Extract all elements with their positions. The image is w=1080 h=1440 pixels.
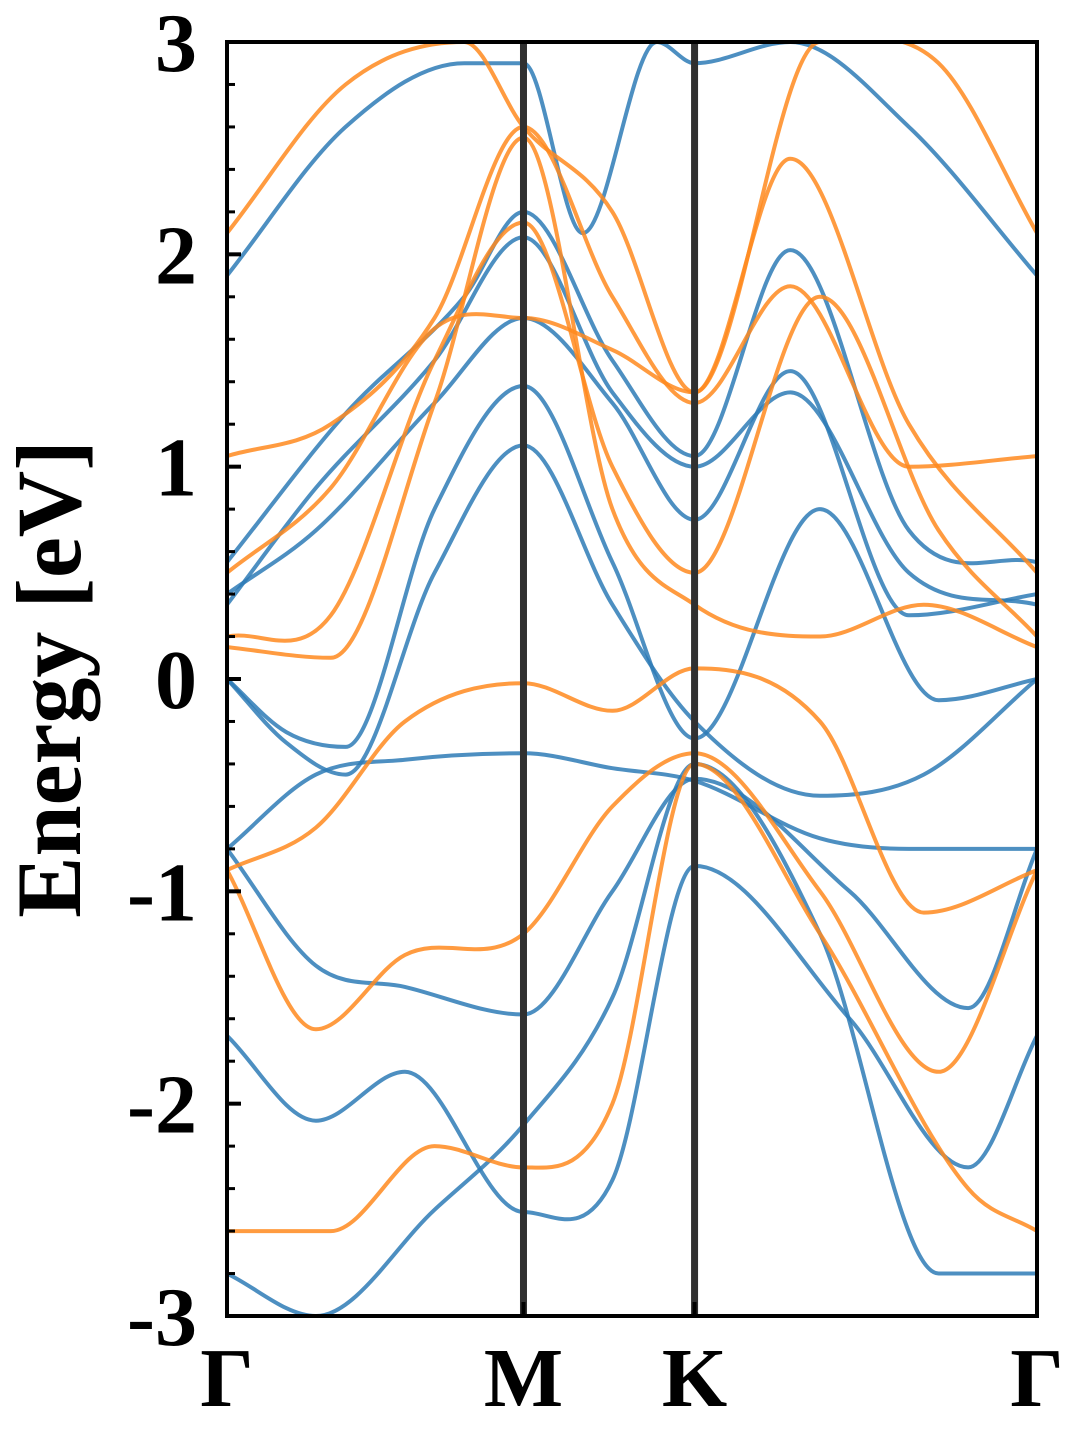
kpoint-label: Γ	[1010, 1332, 1063, 1425]
band-orange-11	[227, 751, 1037, 1074]
band-blue-4	[227, 383, 1037, 749]
y-tick-label: 0	[155, 634, 197, 727]
band-orange-15	[227, 156, 1037, 575]
band-orange-12	[227, 666, 1037, 915]
band-orange-16	[227, 124, 1037, 469]
y-tick-label: -1	[127, 846, 197, 939]
y-tick-label: 2	[155, 209, 197, 302]
band-blue-8	[227, 42, 1037, 277]
y-axis-label: Energy [eV]	[0, 440, 100, 918]
band-blue-7	[227, 209, 1037, 566]
band-blue-1	[227, 776, 1037, 1017]
y-tick-label: -2	[127, 1059, 197, 1152]
band-orange-10	[227, 761, 1037, 1234]
kpoint-label: Γ	[200, 1332, 253, 1425]
band-orange-13	[227, 135, 1037, 660]
y-tick-labels: -3 -2 -1 0 1 2 3	[127, 0, 197, 1364]
kpoint-separators	[519, 42, 699, 1316]
band-blue-9	[227, 761, 1037, 1316]
y-tick-label: 1	[155, 422, 197, 515]
kpoint-label: M	[484, 1332, 563, 1425]
band-blue-2	[227, 751, 1037, 851]
band-blue-3	[227, 443, 1037, 798]
band-orange-14	[227, 220, 1037, 643]
band-blue-5	[227, 315, 1037, 618]
kpoint-label: K	[662, 1332, 727, 1425]
band-blue-0	[227, 863, 1037, 1222]
plot-frame	[225, 40, 1039, 1318]
y-tick-label: 3	[155, 0, 197, 90]
band-lines	[227, 42, 1037, 1316]
band-blue-6	[227, 235, 1037, 607]
y-tick-label: -3	[127, 1271, 197, 1364]
